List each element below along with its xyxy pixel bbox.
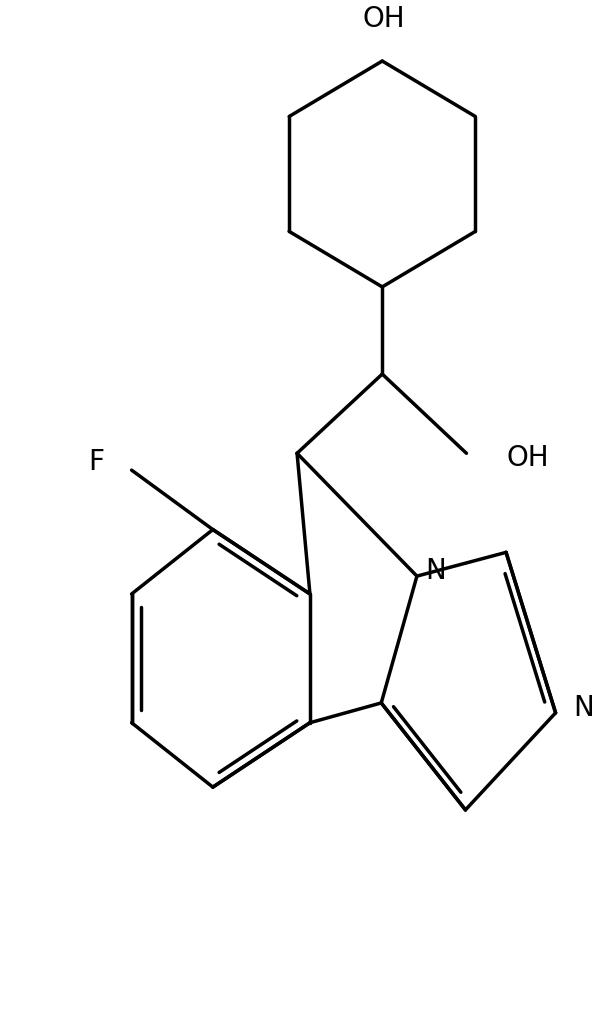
Text: N: N [425,558,445,585]
Text: OH: OH [363,5,405,33]
Text: N: N [573,694,594,722]
Text: F: F [88,448,104,476]
Text: OH: OH [506,444,548,473]
